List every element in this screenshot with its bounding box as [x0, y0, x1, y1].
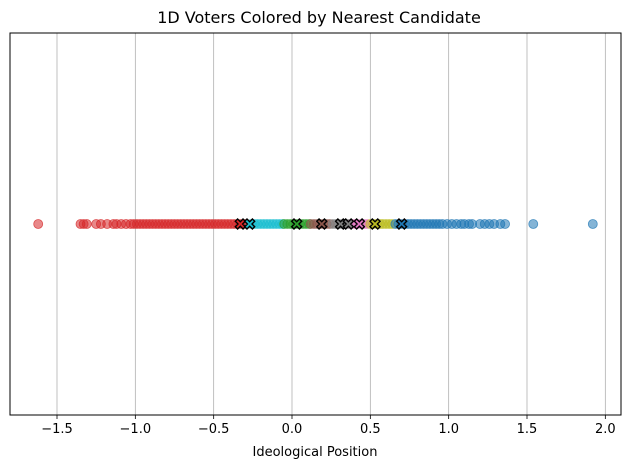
candidate-markers — [234, 218, 408, 230]
x-tick-label: 1.5 — [517, 422, 538, 437]
voter-point — [81, 219, 92, 229]
voter-point — [587, 219, 598, 229]
x-tick-label: −0.5 — [198, 422, 230, 437]
x-tick-label: −1.0 — [120, 422, 152, 437]
x-tick-label: 2.0 — [595, 422, 616, 437]
chart-title: 1D Voters Colored by Nearest Candidate — [157, 8, 481, 27]
candidate-marker — [290, 218, 303, 230]
x-tick-label: 1.0 — [438, 422, 459, 437]
candidate-marker — [369, 218, 382, 230]
voter-point — [500, 219, 510, 229]
plot-frame — [9, 32, 622, 416]
x-tick-label: −1.5 — [41, 422, 73, 437]
x-axis-label: Ideological Position — [253, 445, 378, 460]
candidate-marker — [243, 218, 256, 230]
x-tick-label: 0.5 — [360, 422, 381, 437]
candidate-marker — [353, 218, 366, 230]
candidate-marker — [315, 218, 328, 230]
voter-point — [528, 219, 539, 229]
voter-point — [33, 219, 44, 229]
candidate-marker — [395, 218, 408, 230]
voter-points — [33, 219, 598, 229]
x-axis-ticks: −1.5 −1.0 −0.5 0.0 0.5 1.0 1.5 2.0 — [41, 415, 616, 437]
x-tick-label: 0.0 — [282, 422, 303, 437]
